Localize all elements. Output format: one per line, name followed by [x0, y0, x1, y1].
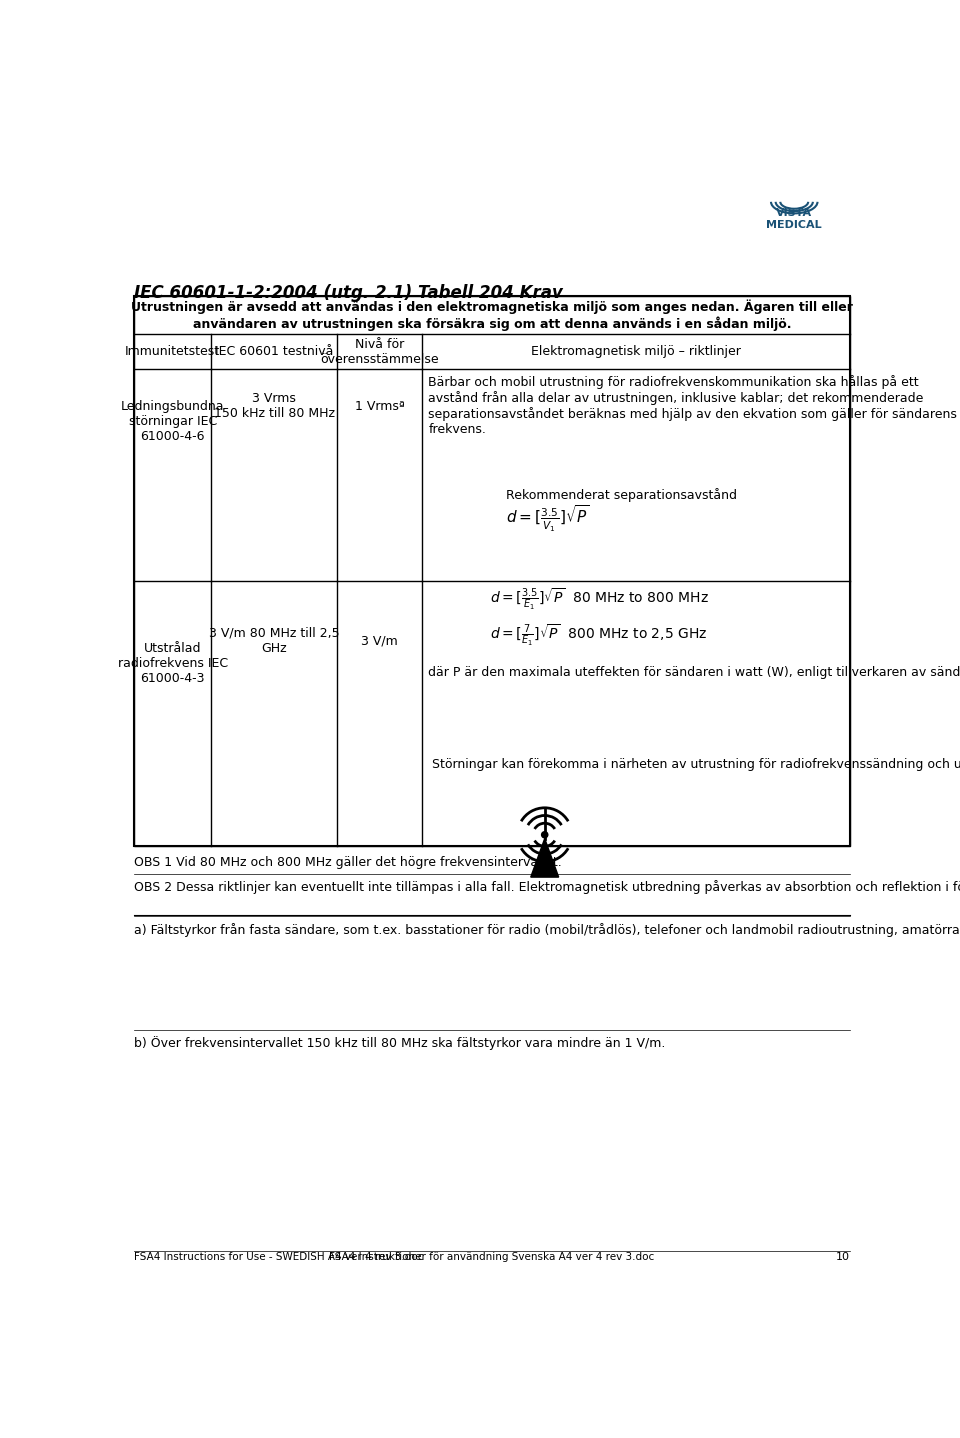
Text: $d = [\frac{7}{E_1}]\sqrt{P}$  800 MHz to 2,5 GHz: $d = [\frac{7}{E_1}]\sqrt{P}$ 800 MHz to… — [491, 623, 708, 649]
Text: $d = [\frac{3.5}{V_1}]\sqrt{P}$: $d = [\frac{3.5}{V_1}]\sqrt{P}$ — [506, 503, 589, 533]
Text: VISTA
MEDICAL: VISTA MEDICAL — [766, 209, 822, 230]
Circle shape — [541, 831, 548, 838]
Text: 1 Vrmsª: 1 Vrmsª — [354, 400, 404, 413]
Text: Immunitetstest: Immunitetstest — [125, 345, 220, 358]
Text: 3 Vrms
150 kHz till 80 MHz: 3 Vrms 150 kHz till 80 MHz — [214, 393, 335, 420]
Text: Ledningsbundna
störningar IEC
61000-4-6: Ledningsbundna störningar IEC 61000-4-6 — [121, 400, 225, 443]
Bar — [134, 296, 850, 847]
Text: Utstrålad
radiofrekvens IEC
61000-4-3: Utstrålad radiofrekvens IEC 61000-4-3 — [118, 643, 228, 686]
Text: IEC 60601-1-2:2004 (utg. 2.1) Tabell 204 Krav: IEC 60601-1-2:2004 (utg. 2.1) Tabell 204… — [134, 285, 563, 302]
Text: Störningar kan förekomma i närheten av utrustning för radiofrekvenssändning och : Störningar kan förekomma i närheten av u… — [428, 758, 960, 771]
Text: Bärbar och mobil utrustning för radiofrekvenskommunikation ska hållas på ett avs: Bärbar och mobil utrustning för radiofre… — [428, 375, 957, 436]
Text: FSA4 Instruktioner för användning Svenska A4 ver 4 rev 3.doc: FSA4 Instruktioner för användning Svensk… — [329, 1252, 655, 1263]
Text: IEC 60601 testnivå: IEC 60601 testnivå — [215, 345, 333, 358]
Text: FSA4 Instructions for Use - SWEDISH A4 ver 4 rev 3.doc: FSA4 Instructions for Use - SWEDISH A4 v… — [134, 1252, 423, 1263]
Text: där P är den maximala uteffekten för sändaren i watt (W), enligt tillverkaren av: där P är den maximala uteffekten för sän… — [428, 666, 960, 679]
Text: Utrustningen är avsedd att användas i den elektromagnetiska miljö som anges neda: Utrustningen är avsedd att användas i de… — [132, 299, 852, 331]
Text: OBS 2 Dessa riktlinjer kan eventuellt inte tillämpas i alla fall. Elektromagneti: OBS 2 Dessa riktlinjer kan eventuellt in… — [134, 880, 960, 894]
Text: Nivå för
överensstämmelse: Nivå för överensstämmelse — [321, 338, 439, 365]
Polygon shape — [531, 838, 559, 877]
Text: 10: 10 — [836, 1252, 850, 1263]
Text: Elektromagnetisk miljö – riktlinjer: Elektromagnetisk miljö – riktlinjer — [531, 345, 741, 358]
Text: OBS 1 Vid 80 MHz och 800 MHz gäller det högre frekvensintervallet.: OBS 1 Vid 80 MHz och 800 MHz gäller det … — [134, 856, 562, 870]
Text: Rekommenderat separationsavstånd: Rekommenderat separationsavstånd — [506, 489, 737, 502]
Text: 3 V/m 80 MHz till 2,5
GHz: 3 V/m 80 MHz till 2,5 GHz — [209, 627, 340, 654]
Text: 3 V/m: 3 V/m — [361, 634, 398, 647]
Text: a) Fältstyrkor från fasta sändare, som t.ex. basstationer för radio (mobil/trådl: a) Fältstyrkor från fasta sändare, som t… — [134, 923, 960, 936]
Text: b) Över frekvensintervallet 150 kHz till 80 MHz ska fältstyrkor vara mindre än 1: b) Över frekvensintervallet 150 kHz till… — [134, 1037, 665, 1051]
Bar — [134, 296, 850, 847]
Text: $d = [\frac{3.5}{E_1}]\sqrt{P}$  80 MHz to 800 MHz: $d = [\frac{3.5}{E_1}]\sqrt{P}$ 80 MHz t… — [491, 587, 709, 613]
